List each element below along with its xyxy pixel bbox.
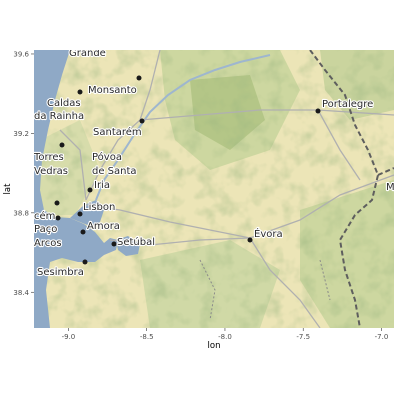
district-line (319, 259, 331, 301)
city-points (54, 75, 321, 265)
sea (34, 50, 118, 328)
x-tick-label: -7.0 (375, 333, 389, 341)
x-tick-label: -8.5 (140, 333, 154, 341)
city-point (82, 259, 88, 265)
tagus-river (95, 54, 271, 201)
paco-label: Paço (34, 224, 57, 235)
torres-label: Torres (33, 152, 64, 163)
y-axis: 38.4 38.8 39.2 39.6 (13, 50, 34, 297)
y-tick-label: 38.4 (13, 289, 29, 297)
y-tick-label: 38.8 (13, 209, 29, 217)
district-line (199, 259, 216, 321)
portalegre-label: Portalegre (322, 99, 373, 110)
x-axis: -9.0 -8.5 -8.0 -7.5 -7.0 (62, 328, 389, 341)
y-axis-title: lat (3, 183, 13, 195)
x-axis-title: lon (208, 341, 221, 351)
x-tick-label: -9.0 (62, 333, 76, 341)
roads (59, 50, 394, 328)
lisbon-label: Lisbon (83, 202, 115, 213)
setubal-label: Setúbal (117, 236, 155, 248)
x-tick-label: -7.5 (296, 333, 310, 341)
forest-texture (34, 50, 394, 328)
city-point (315, 108, 321, 114)
caldas-label: Caldas (47, 98, 81, 109)
city-point (54, 200, 60, 206)
de-santa-label: de Santa (92, 166, 137, 177)
y-tick-label: 39.6 (13, 50, 29, 58)
city-point (59, 142, 65, 148)
city-point (55, 215, 61, 221)
city-point (111, 241, 117, 247)
sesimbra-label: Sesimbra (37, 267, 84, 278)
city-point (87, 187, 93, 193)
m-label: M (386, 182, 395, 193)
city-point (139, 118, 145, 124)
monsanto-label: Monsanto (88, 85, 137, 96)
city-point (77, 211, 83, 217)
evora-label: Évora (254, 227, 283, 240)
city-point (136, 75, 142, 81)
iria-label: Iria (94, 180, 110, 191)
city-point (77, 89, 83, 95)
amora-label: Amora (87, 221, 120, 232)
santarem-label: Santarém (93, 126, 142, 138)
map-panel: Grande Monsanto Caldas da Rainha Santaré… (33, 48, 395, 328)
rainha-label: da Rainha (34, 111, 84, 122)
x-tick-label: -8.0 (218, 333, 232, 341)
border-line (309, 50, 380, 328)
vedras-label: Vedras (34, 166, 68, 177)
arcos-label: Arcos (34, 238, 62, 249)
povoa-label: Póvoa (92, 151, 122, 163)
city-point (247, 237, 253, 243)
border-line (377, 167, 394, 176)
city-point (80, 229, 86, 235)
grande-label: Grande (69, 48, 106, 59)
y-tick-label: 39.2 (13, 130, 29, 138)
cem-label: cém (34, 210, 55, 222)
